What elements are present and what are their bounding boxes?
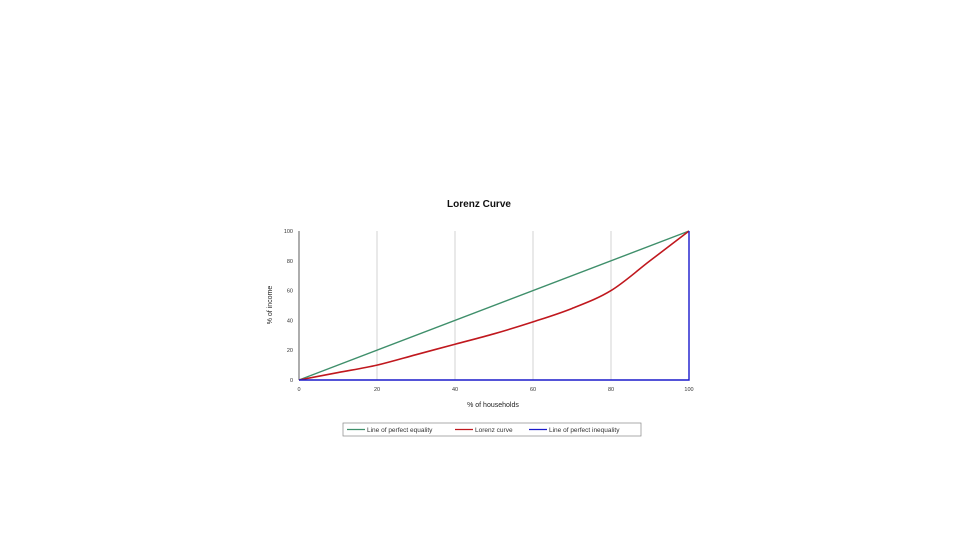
x-tick-label: 80 [608, 387, 614, 393]
x-tick-label: 0 [297, 387, 300, 393]
y-tick-label: 0 [290, 378, 293, 384]
legend-entry: Line of perfect inequality [549, 427, 620, 434]
x-tick-label: 40 [452, 387, 458, 393]
legend-box [342, 422, 642, 437]
x-axis-label: % of households [467, 402, 519, 409]
y-tick-label: 100 [284, 229, 293, 235]
y-tick-label: 40 [287, 318, 293, 324]
series-line-1 [298, 230, 690, 381]
legend-entry: Lorenz curve [475, 427, 513, 434]
series-lines [298, 230, 690, 381]
chart-title: Lorenz Curve [447, 199, 511, 210]
x-tick-label: 60 [530, 387, 536, 393]
x-tick-label: 100 [684, 387, 693, 393]
tick-labels: 0 20 40 60 80 100 0 20 40 60 80 100 [284, 229, 694, 393]
series-line-2 [299, 231, 690, 381]
legend-entry: Line of perfect equality [367, 427, 433, 434]
x-tick-label: 20 [374, 387, 380, 393]
legend: Line of perfect equality Lorenz curve Line… [342, 422, 642, 437]
y-tick-label: 60 [287, 289, 293, 295]
grid-lines [376, 231, 690, 380]
y-tick-label: 80 [287, 259, 293, 265]
y-axis-label: % of income [267, 286, 274, 325]
y-tick-label: 20 [287, 348, 293, 354]
series-line-0 [298, 230, 690, 381]
